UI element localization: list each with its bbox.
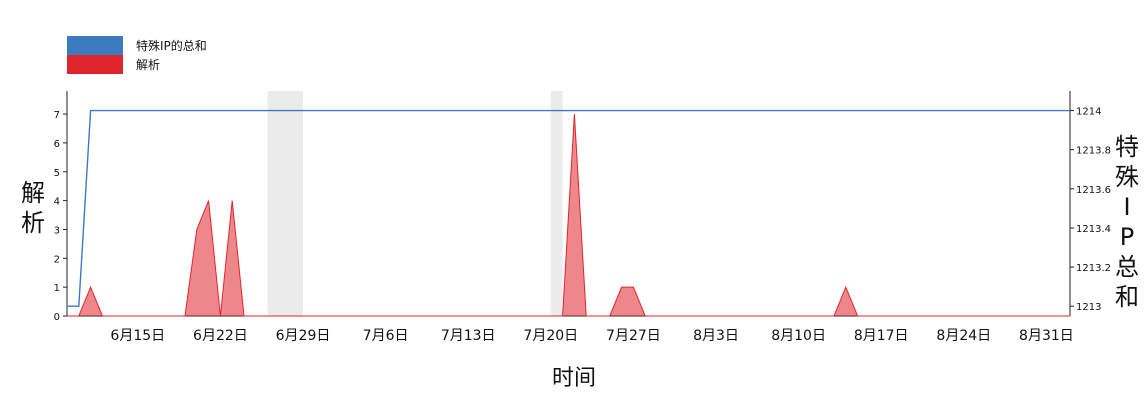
y-left-title-char: 解	[21, 179, 45, 207]
legend-label-special-ip: 特殊IP的总和	[136, 38, 207, 53]
x-tick-label: 8月17日	[854, 328, 909, 344]
special-ip-series	[67, 109, 1070, 307]
x-tick-label: 8月10日	[771, 328, 826, 344]
y-left-title-char: 析	[21, 209, 45, 237]
legend: 特殊IP的总和 解析	[67, 36, 207, 74]
x-tick-label: 7月27日	[606, 328, 661, 344]
x-tick-label: 8月24日	[936, 328, 991, 344]
parse-series	[67, 114, 1070, 317]
y-right-tick-label: 1213	[1076, 302, 1101, 313]
x-tick-label: 8月3日	[693, 328, 739, 344]
y-right-axis-title: 特 殊 I P 总 和	[1112, 132, 1142, 312]
tick-labels: 0 1 2 3 4 5 6 7 1213 1213.2 1213.4 1213.6 1213.8 1214…	[54, 107, 1111, 344]
x-tick-label: 7月20日	[523, 328, 578, 344]
x-tick-label: 6月22日	[193, 328, 248, 344]
y-right-title-char: 特	[1115, 133, 1139, 161]
y-left-tick-label: 1	[54, 283, 60, 294]
legend-label-parse: 解析	[136, 57, 161, 72]
y-right-tick-label: 1214	[1076, 107, 1101, 118]
y-right-tick-label: 1213.6	[1076, 185, 1111, 196]
parse-line	[67, 114, 1070, 317]
x-tick-label: 7月13日	[441, 328, 496, 344]
x-tick-label: 6月29日	[276, 328, 331, 344]
legend-item-special-ip[interactable]: 特殊IP的总和	[67, 36, 207, 55]
legend-item-parse[interactable]: 解析	[67, 55, 207, 74]
y-right-title-char: P	[1119, 223, 1135, 251]
x-tick-label: 6月15日	[110, 328, 165, 344]
y-left-axis-title: 解 析	[18, 178, 48, 238]
y-right-tick-label: 1213.2	[1076, 263, 1111, 274]
y-right-title-char: I	[1123, 193, 1131, 221]
y-right-title-char: 殊	[1115, 163, 1139, 191]
y-left-tick-label: 6	[54, 139, 60, 150]
legend-swatch-parse	[67, 55, 123, 74]
special-ip-line	[67, 109, 1070, 307]
parse-area	[67, 114, 1070, 316]
x-axis-title: 时间	[551, 366, 596, 391]
y-left-tick-label: 0	[54, 312, 60, 323]
y-left-tick-label: 7	[54, 110, 60, 121]
y-right-title-char: 总	[1115, 253, 1139, 281]
shaded-range	[550, 91, 563, 316]
y-left-tick-label: 5	[54, 168, 60, 179]
y-left-tick-label: 3	[54, 225, 60, 236]
x-tick-label: 8月31日	[1019, 328, 1074, 344]
y-right-tick-label: 1213.8	[1076, 146, 1111, 157]
shaded-range	[267, 91, 303, 316]
y-right-title-char: 和	[1115, 283, 1139, 311]
y-right-tick-label: 1213.4	[1076, 224, 1111, 235]
y-left-tick-label: 2	[54, 254, 60, 265]
y-left-tick-label: 4	[54, 197, 60, 208]
x-tick-label: 7月6日	[363, 328, 409, 344]
shaded-ranges	[267, 91, 563, 316]
legend-swatch-special-ip	[67, 36, 123, 55]
